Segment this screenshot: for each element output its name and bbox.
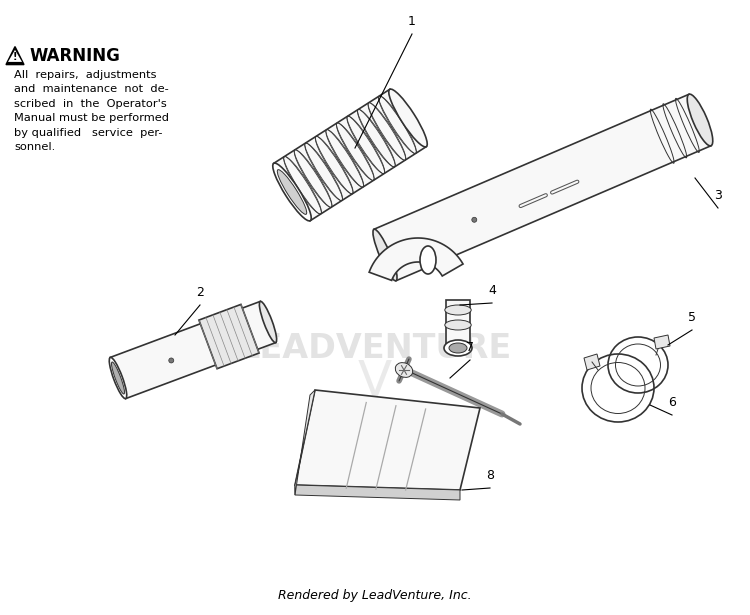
Polygon shape (295, 390, 480, 490)
Ellipse shape (112, 362, 125, 394)
Polygon shape (584, 354, 600, 370)
Text: All  repairs,  adjustments
and  maintenance  not  de-
scribed  in  the  Operator: All repairs, adjustments and maintenance… (14, 70, 169, 152)
Ellipse shape (278, 170, 307, 215)
Ellipse shape (110, 357, 127, 399)
Ellipse shape (388, 89, 427, 147)
Ellipse shape (420, 246, 436, 274)
Text: 7: 7 (466, 341, 474, 354)
Text: 6: 6 (668, 396, 676, 409)
Text: 3: 3 (714, 189, 722, 202)
Polygon shape (654, 335, 670, 349)
Polygon shape (110, 301, 276, 399)
Ellipse shape (449, 343, 467, 353)
Ellipse shape (169, 358, 174, 363)
Text: WARNING: WARNING (30, 47, 121, 65)
Ellipse shape (373, 229, 397, 281)
Ellipse shape (472, 217, 477, 222)
Ellipse shape (395, 363, 412, 378)
Text: V: V (358, 358, 392, 406)
Polygon shape (6, 47, 24, 65)
Text: 1: 1 (408, 15, 416, 28)
Text: 5: 5 (688, 311, 696, 324)
Ellipse shape (273, 163, 311, 221)
Text: 2: 2 (196, 286, 204, 299)
Text: Rendered by LeadVenture, Inc.: Rendered by LeadVenture, Inc. (278, 590, 472, 603)
Text: LEADVENTURE: LEADVENTURE (238, 331, 512, 365)
Ellipse shape (260, 301, 277, 343)
Text: 8: 8 (486, 469, 494, 482)
Polygon shape (8, 50, 22, 62)
Polygon shape (369, 238, 463, 280)
Polygon shape (446, 300, 470, 345)
Ellipse shape (687, 94, 712, 146)
Polygon shape (274, 89, 426, 221)
Ellipse shape (445, 320, 471, 330)
Polygon shape (374, 94, 711, 280)
Polygon shape (295, 390, 315, 495)
Polygon shape (199, 304, 259, 369)
Text: 4: 4 (488, 284, 496, 297)
Polygon shape (295, 485, 460, 500)
Text: !: ! (13, 52, 17, 62)
Ellipse shape (445, 305, 471, 315)
Ellipse shape (444, 340, 472, 356)
